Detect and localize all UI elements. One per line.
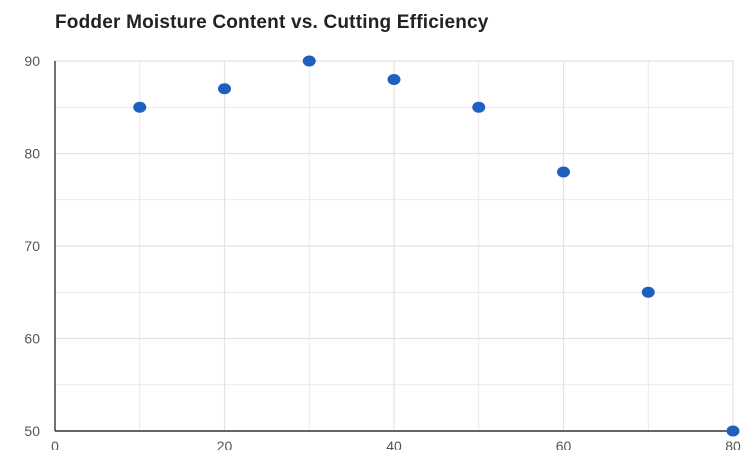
- data-point: [302, 55, 316, 67]
- tick-label-layer: 50 60 70 80 90 0 20 40 60 80: [24, 53, 741, 450]
- data-point: [557, 166, 570, 178]
- y-tick-label: 70: [24, 238, 40, 254]
- grid-layer: [55, 60, 734, 431]
- y-tick-label: 90: [24, 53, 40, 69]
- x-tick-label: 80: [725, 438, 741, 450]
- data-point: [133, 101, 147, 113]
- axis-layer: [54, 61, 733, 432]
- y-tick-label: 80: [24, 146, 40, 162]
- x-tick-label: 40: [386, 438, 402, 450]
- chart-title: Fodder Moisture Content vs. Cutting Effi…: [55, 12, 489, 33]
- x-tick-label: 20: [217, 438, 233, 450]
- data-point: [387, 74, 401, 85]
- data-point: [472, 101, 486, 113]
- data-point: [218, 83, 231, 95]
- y-tick-label: 50: [24, 423, 40, 439]
- data-point-layer: [133, 55, 740, 437]
- x-tick-label: 0: [51, 438, 59, 450]
- y-tick-label: 60: [24, 331, 40, 347]
- data-point: [726, 425, 740, 437]
- x-tick-label: 60: [556, 438, 572, 450]
- data-point: [641, 286, 655, 298]
